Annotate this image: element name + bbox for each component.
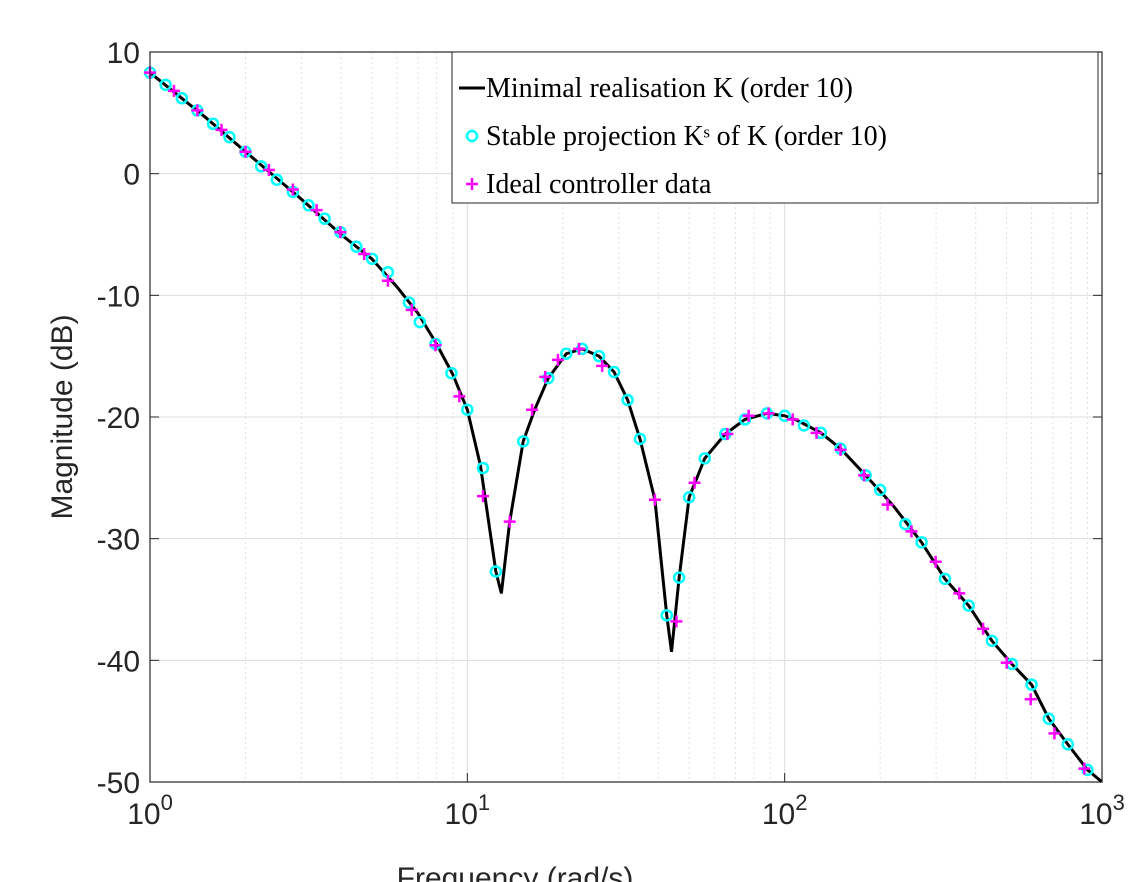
circle-marker: [489, 565, 503, 578]
circle-marker: [778, 409, 791, 423]
plus-marker: [1048, 727, 1061, 740]
plus-marker: [551, 353, 564, 366]
y-tick-label: -30: [97, 524, 140, 557]
plus-marker: [953, 587, 966, 600]
circle-marker: [365, 252, 379, 266]
y-tick-label: -40: [97, 645, 140, 678]
plus-marker: [742, 409, 755, 422]
plus-marker: [358, 247, 371, 260]
circle-marker: [682, 491, 696, 504]
circle-marker: [873, 483, 887, 497]
plus-marker: [786, 413, 799, 426]
circle-marker: [476, 461, 490, 475]
plus-marker: [1024, 693, 1037, 706]
plus-marker: [405, 303, 418, 316]
plus-marker: [596, 359, 609, 372]
circle-marker: [738, 413, 752, 426]
plus-marker: [429, 339, 442, 352]
plus-marker: [286, 183, 299, 196]
plus-marker: [1000, 656, 1013, 669]
plus-marker: [834, 443, 847, 456]
plus-marker: [191, 104, 204, 117]
plus-marker: [381, 274, 394, 287]
plus-marker: [648, 493, 661, 506]
plus-marker: [858, 469, 871, 482]
circle-marker: [223, 130, 236, 144]
circle-marker: [461, 403, 474, 416]
plus-marker: [503, 515, 516, 528]
plus-marker: [539, 370, 552, 383]
legend-label: Stable projection Kˢ of K (order 10): [486, 121, 887, 152]
plus-marker: [167, 84, 180, 97]
circle-marker: [698, 452, 712, 465]
circle-marker: [318, 212, 331, 225]
plus-marker: [721, 428, 734, 441]
plus-marker: [334, 226, 347, 239]
circle-marker: [350, 240, 363, 253]
circle-marker: [254, 160, 268, 173]
circle-marker: [607, 365, 621, 379]
circle-marker: [592, 349, 606, 363]
circle-marker: [206, 117, 220, 131]
legend-plus: [466, 178, 478, 190]
plus-marker: [929, 555, 942, 568]
plus-marker: [688, 476, 701, 489]
x-axis-label: Frequency (rad/s): [397, 862, 634, 882]
circle-marker: [175, 91, 189, 105]
circle-marker: [302, 199, 315, 212]
circle-marker: [915, 536, 928, 549]
circle-marker: [660, 609, 673, 622]
circle-marker: [413, 315, 426, 329]
circle-marker: [560, 347, 573, 360]
plus-marker: [239, 145, 252, 158]
y-tick-label: 0: [123, 159, 140, 192]
circle-marker: [1042, 712, 1056, 725]
plus-marker: [526, 403, 539, 416]
y-tick-label: 10: [107, 37, 140, 70]
plus-marker: [810, 426, 823, 439]
plus-marker: [762, 407, 775, 420]
circle-marker: [985, 634, 999, 648]
y-tick-label: -50: [97, 767, 140, 800]
circle-marker: [797, 419, 811, 432]
plus-marker: [905, 525, 918, 538]
plus-marker: [262, 164, 275, 177]
plus-marker: [881, 498, 894, 511]
circle-marker: [402, 296, 416, 309]
plus-marker: [215, 123, 228, 136]
y-tick-label: -10: [97, 280, 140, 313]
circle-marker: [962, 599, 975, 612]
y-axis-label: Magnitude (dB): [46, 314, 79, 519]
circle-marker: [1061, 738, 1075, 751]
circle-marker: [899, 517, 912, 531]
circle-marker: [516, 435, 530, 448]
circle-marker: [633, 432, 647, 446]
plus-marker: [977, 622, 990, 635]
plus-marker: [453, 390, 466, 403]
plus-marker: [1078, 762, 1091, 775]
circle-marker: [938, 572, 952, 586]
legend-circle: [465, 129, 479, 143]
circle-marker: [270, 173, 284, 186]
legend-label: Ideal controller data: [486, 169, 712, 200]
legend-label: Minimal realisation K (order 10): [486, 73, 853, 104]
circle-marker: [1025, 678, 1038, 691]
circle-marker: [159, 78, 172, 92]
y-tick-label: -20: [97, 402, 140, 435]
plus-marker: [573, 342, 586, 355]
plus-marker: [310, 204, 323, 217]
plus-marker: [670, 615, 683, 628]
legend-box: [451, 51, 1099, 204]
circle-marker: [672, 571, 686, 584]
plus-marker: [476, 490, 489, 503]
circle-marker: [621, 393, 634, 407]
circle-marker: [445, 366, 458, 380]
